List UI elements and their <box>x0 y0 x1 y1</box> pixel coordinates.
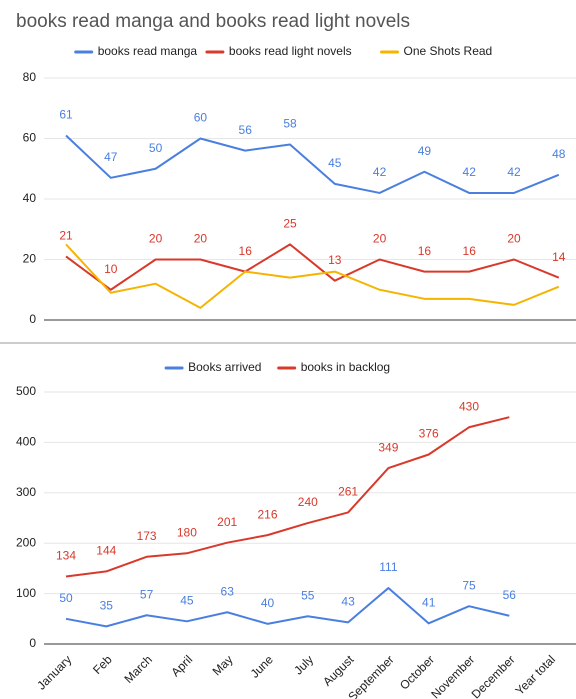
legend-label: Books arrived <box>188 360 261 374</box>
data-label: 40 <box>261 596 275 610</box>
data-label: 48 <box>552 147 566 161</box>
y-tick-label: 200 <box>16 535 36 549</box>
data-label: 42 <box>463 165 477 179</box>
data-label: 173 <box>137 529 157 543</box>
y-tick-label: 80 <box>23 70 37 84</box>
data-label: 16 <box>418 244 432 258</box>
data-label: 45 <box>180 593 194 607</box>
data-label: 49 <box>418 144 432 158</box>
series-line <box>65 243 560 291</box>
data-label: 20 <box>373 232 387 246</box>
data-label: 56 <box>239 123 253 137</box>
data-label: 45 <box>328 156 342 170</box>
data-label: 111 <box>379 560 398 574</box>
data-label: 75 <box>462 578 476 592</box>
data-label: 261 <box>338 485 358 499</box>
y-tick-label: 0 <box>29 312 36 326</box>
data-label: 25 <box>283 217 297 231</box>
data-label: 201 <box>217 515 237 529</box>
data-label: 55 <box>301 588 315 602</box>
data-label: 47 <box>104 150 118 164</box>
legend-label: books read manga <box>98 44 198 58</box>
y-tick-label: 60 <box>23 131 37 145</box>
data-label: 57 <box>140 587 154 601</box>
y-tick-label: 40 <box>23 191 37 205</box>
data-label: 180 <box>177 525 197 539</box>
data-label: 216 <box>257 507 277 521</box>
data-label: 61 <box>59 108 73 122</box>
data-label: 134 <box>56 549 76 563</box>
data-label: 35 <box>100 599 114 613</box>
legend-label: books read light novels <box>229 44 352 58</box>
data-label: 50 <box>149 141 163 155</box>
data-label: 376 <box>419 427 439 441</box>
data-label: 43 <box>341 594 355 608</box>
series-line <box>65 134 560 194</box>
data-label: 41 <box>422 596 436 610</box>
data-label: 16 <box>239 244 253 258</box>
data-label: 430 <box>459 399 479 413</box>
data-label: 144 <box>96 544 116 558</box>
chart-title: books read manga and books read light no… <box>16 11 410 32</box>
y-tick-label: 0 <box>29 636 36 650</box>
data-label: 20 <box>149 232 163 246</box>
series-line <box>65 587 510 628</box>
data-label: 58 <box>283 117 297 131</box>
series-line <box>65 243 560 309</box>
data-label: 42 <box>507 165 521 179</box>
legend-label: books in backlog <box>301 360 390 374</box>
data-label: 20 <box>507 232 521 246</box>
data-label: 20 <box>194 232 208 246</box>
data-label: 13 <box>328 253 342 267</box>
legend-label: One Shots Read <box>404 44 493 58</box>
data-label: 60 <box>194 111 208 125</box>
data-label: 16 <box>463 244 477 258</box>
data-label: 56 <box>503 588 517 602</box>
y-tick-label: 500 <box>16 384 36 398</box>
y-tick-label: 300 <box>16 485 36 499</box>
y-tick-label: 100 <box>16 586 36 600</box>
data-label: 349 <box>378 440 398 454</box>
y-tick-label: 400 <box>16 435 36 449</box>
data-label: 10 <box>104 262 118 276</box>
data-label: 21 <box>59 229 73 243</box>
series-line <box>65 416 510 578</box>
data-label: 14 <box>552 250 566 264</box>
data-label: 42 <box>373 165 387 179</box>
data-label: 63 <box>221 584 235 598</box>
data-label: 50 <box>59 591 73 605</box>
data-label: 240 <box>298 495 318 509</box>
y-tick-label: 20 <box>23 252 37 266</box>
